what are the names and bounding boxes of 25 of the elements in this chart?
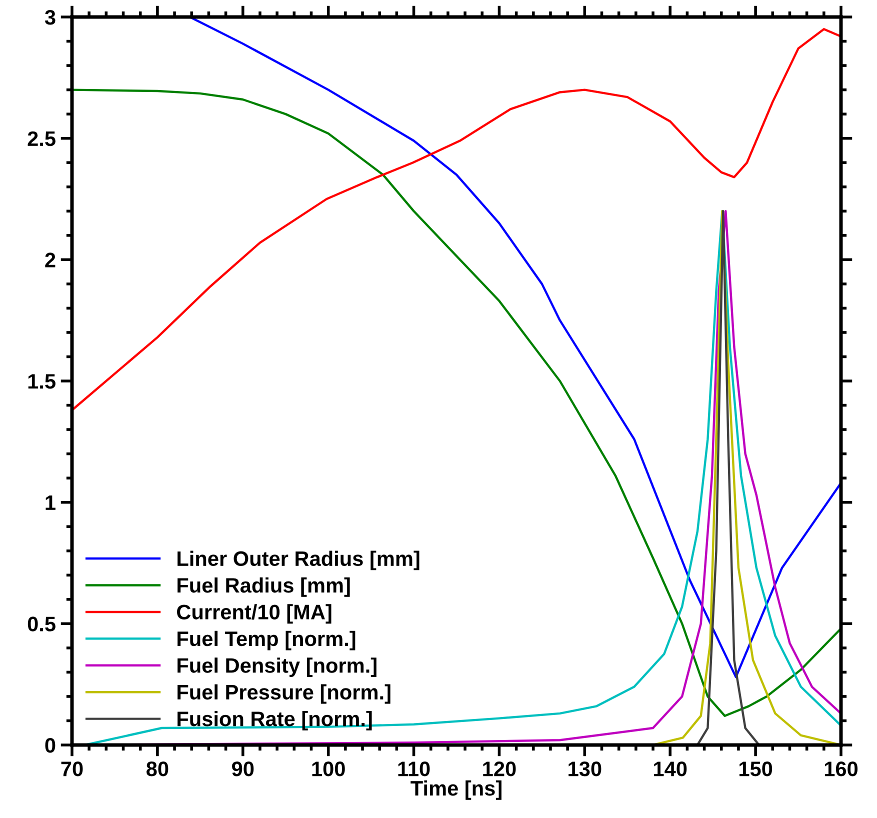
legend-label: Fuel Density [norm.] [178,658,376,677]
y-tick-label: 1 [46,496,56,510]
legend-label: Fuel Radius [mm] [178,577,350,597]
x-tick-label: 80 [146,762,168,776]
y-tick-label: 3 [44,10,56,25]
y-tick-label: 0.5 [28,616,56,632]
x-tick-label: 90 [232,762,254,776]
x-tick-label: 140 [654,762,687,776]
legend-label: Liner Outer Radius [mm] [178,550,420,570]
legend-label: Current/10 [MA] [177,604,332,624]
x-tick-label: 110 [398,762,430,776]
y-tick-label: 1.5 [28,374,56,389]
x-tick-label: 130 [568,762,602,776]
x-tick-label: 150 [739,762,772,776]
y-tick-label: 0 [45,738,56,753]
y-tick-label: 2 [45,252,56,268]
x-tick-label: 160 [824,762,858,776]
legend-label: Fuel Temp [norm.] [178,630,356,650]
line-series [72,28,841,412]
y-tick-label: 2.5 [28,131,56,146]
x-tick-label: 70 [61,762,83,776]
legend-label: Fuel Pressure [norm.] [178,684,390,704]
x-tick-label: 100 [312,762,345,776]
x-axis-title: Time [ns] [410,780,502,800]
x-tick-label: 120 [483,762,516,776]
